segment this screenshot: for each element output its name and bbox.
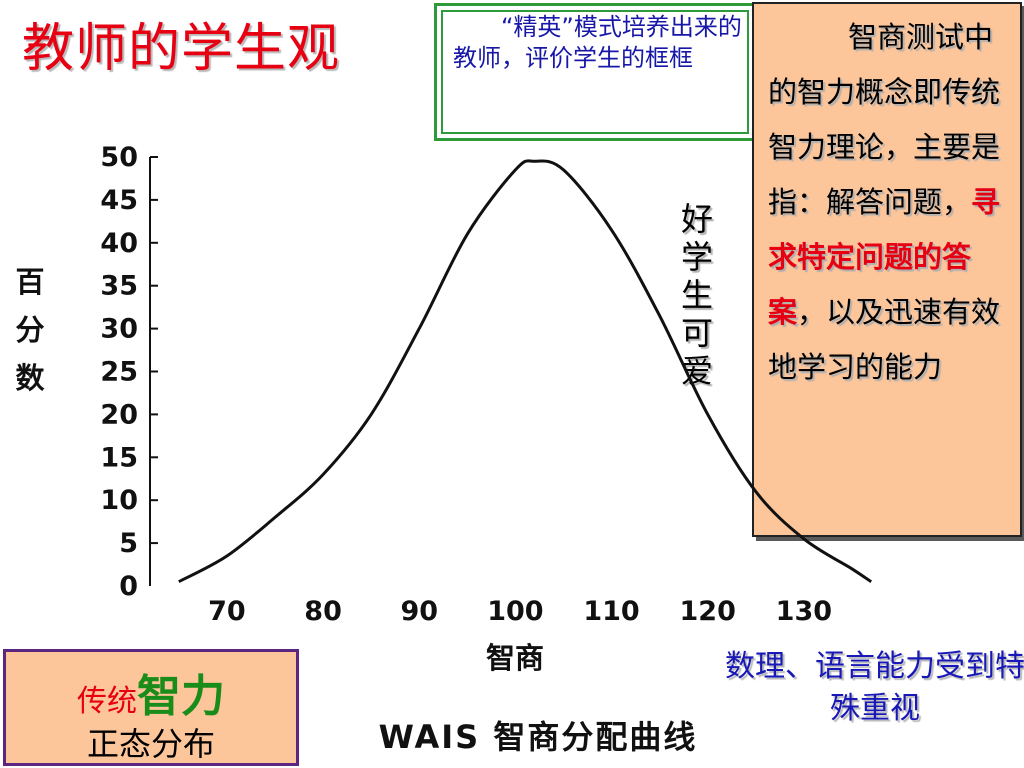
math-language-note: 数理、语言能力受到特殊重视: [725, 649, 1024, 726]
x-tick-label: 70: [208, 596, 246, 627]
y-tick-label: 0: [119, 571, 138, 602]
y-tick-label: 15: [100, 442, 138, 473]
y-tick-label: 20: [100, 399, 138, 430]
x-tick-label: 130: [776, 596, 832, 627]
distribution-line1: 传统智力: [6, 660, 296, 724]
x-tick-label: 80: [304, 596, 342, 627]
distribution-prefix: 传统: [77, 684, 137, 719]
y-axis-label-char: 数: [15, 361, 45, 395]
y-tick-label: 30: [100, 314, 138, 345]
x-tick-label: 90: [400, 596, 438, 627]
iq-concept-part1: 智商测试中的智力概念即传统智力理论，主要是指：解答问题，: [768, 20, 1001, 219]
x-axis-label: 智商: [486, 641, 544, 675]
y-axis-label-char: 百: [15, 265, 44, 299]
distribution-emphasis: 智力: [137, 671, 225, 722]
x-tick-label: 100: [487, 596, 543, 627]
y-tick-label: 10: [100, 485, 138, 516]
y-tick-label: 25: [100, 357, 138, 388]
iq-concept-text: 智商测试中的智力概念即传统智力理论，主要是指：解答问题，寻求特定问题的答案，以及…: [768, 10, 1020, 395]
distribution-curve: [178, 159, 873, 584]
y-tick-label: 40: [100, 228, 138, 259]
normal-distribution-box: 传统智力 正态分布: [3, 649, 299, 766]
distribution-line2: 正态分布: [86, 725, 215, 763]
good-student-label: 好学生可爱: [680, 200, 713, 390]
x-tick-label: 110: [583, 596, 639, 627]
y-axis-label-char: 分: [15, 313, 44, 347]
elite-model-callout: “精英”模式培养出来的教师，评价学生的框框: [434, 3, 756, 141]
iq-concept-part2: ，以及迅速有效地学习的能力: [768, 295, 1001, 384]
y-tick-label: 5: [119, 528, 138, 559]
elite-model-text: “精英”模式培养出来的教师，评价学生的框框: [453, 13, 742, 72]
slide-title: 教师的学生观: [22, 19, 341, 79]
y-tick-label: 50: [100, 142, 138, 173]
chart-caption: WAIS 智商分配曲线: [379, 718, 698, 756]
y-tick-label: 35: [100, 271, 138, 302]
callout-inner-frame: [441, 10, 749, 134]
iq-concept-highlight: 寻求特定问题的答案: [768, 185, 1001, 329]
iq-concept-callout: 智商测试中的智力概念即传统智力理论，主要是指：解答问题，寻求特定问题的答案，以及…: [752, 2, 1022, 537]
x-tick-label: 120: [680, 596, 736, 627]
y-tick-label: 45: [100, 185, 138, 216]
